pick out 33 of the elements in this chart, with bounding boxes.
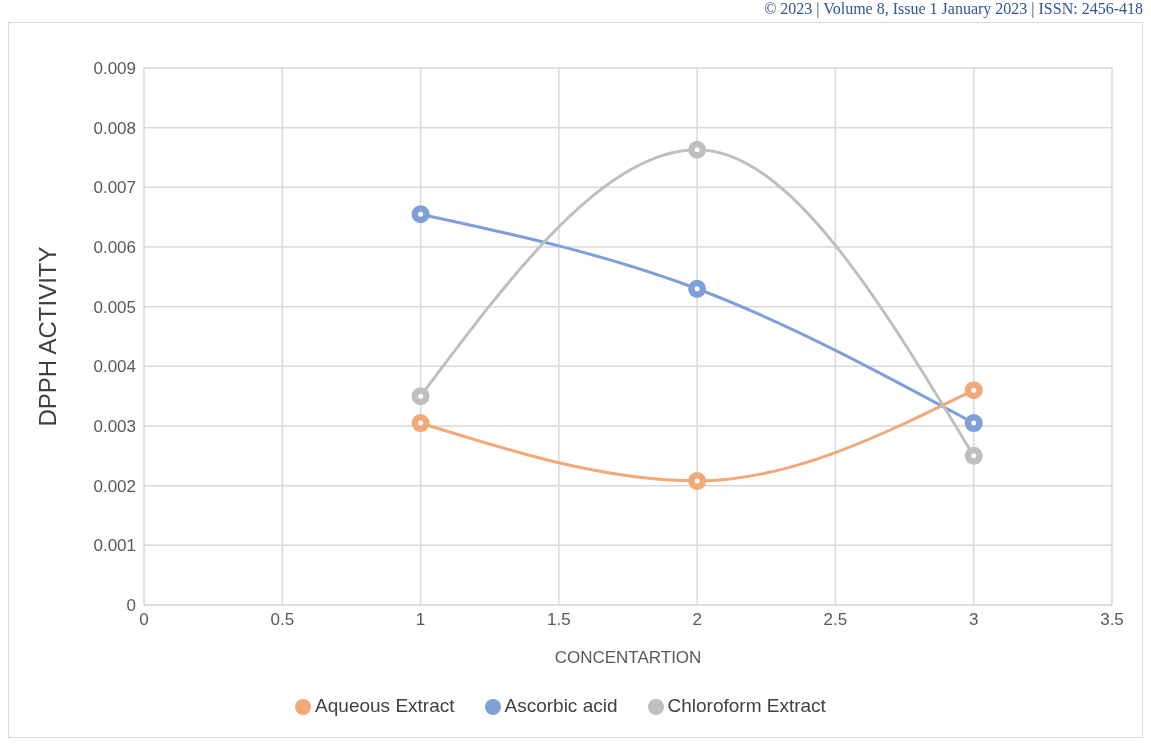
y-tick-label: 0.009 xyxy=(93,59,136,79)
point xyxy=(411,387,430,406)
point xyxy=(688,140,707,159)
point xyxy=(688,471,707,490)
y-tick-label: 0.007 xyxy=(93,178,136,198)
point xyxy=(688,279,707,298)
point xyxy=(964,414,983,433)
y-tick-label: 0.008 xyxy=(93,118,136,138)
x-tick-label: 1 xyxy=(415,610,426,630)
point xyxy=(411,205,430,224)
point xyxy=(411,414,430,433)
y-axis-title: DPPH ACTIVITY xyxy=(33,246,61,427)
x-tick-label: 3 xyxy=(968,610,979,630)
text: © 2023 | Volume 8, Issue 1 January 2023 | ISSN: 2456-418 xyxy=(764,0,1143,18)
legend-label: Ascorbic acid xyxy=(504,695,618,716)
y-tick-label: 0.002 xyxy=(93,476,136,496)
y-tick-label: 0 xyxy=(126,596,136,616)
x-tick-label: 0.5 xyxy=(270,610,295,630)
y-tick-label: 0.004 xyxy=(93,357,136,377)
point xyxy=(964,381,983,400)
y-tick-label: 0.005 xyxy=(93,297,136,317)
x-tick-label: 1.5 xyxy=(547,610,571,630)
x-tick-label: 3.5 xyxy=(1100,610,1124,630)
point xyxy=(964,446,983,465)
y-tick-label: 0.003 xyxy=(93,417,136,437)
y-tick-label: 0.001 xyxy=(93,536,136,556)
x-tick-label: 2 xyxy=(692,610,702,630)
y-tick-label: 0.006 xyxy=(93,238,136,258)
legend-label: Aqueous Extract xyxy=(315,695,455,716)
x-tick-label: 0 xyxy=(139,610,149,630)
x-axis-title: CONCENTARTION xyxy=(554,648,702,667)
legend-label: Chloroform Extract xyxy=(667,695,826,716)
x-tick-label: 2.5 xyxy=(823,610,848,630)
